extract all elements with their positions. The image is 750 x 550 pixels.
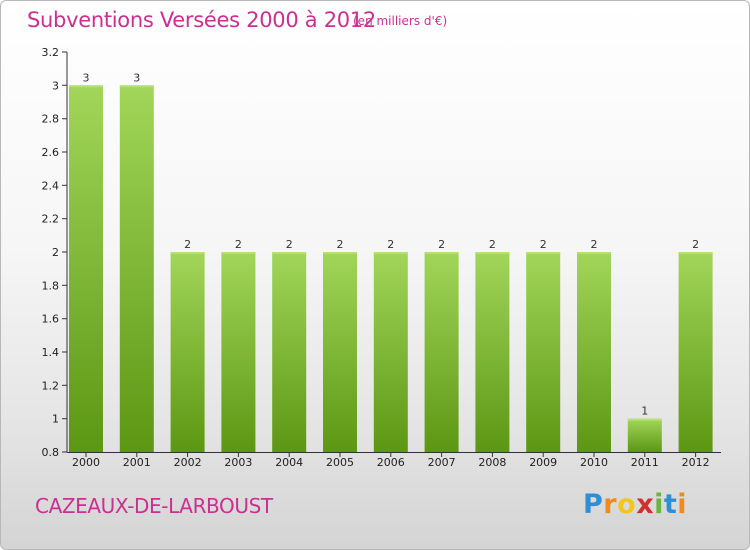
- x-tick-label-2002: 2002: [174, 456, 202, 469]
- y-tick-label: 1.2: [42, 379, 60, 392]
- data-label-2012: 2: [692, 238, 699, 251]
- y-tick-label: 3: [52, 79, 59, 92]
- x-tick-label-2009: 2009: [529, 456, 557, 469]
- y-tick-label: 3.2: [42, 46, 60, 59]
- bar-top-highlight: [577, 252, 611, 254]
- data-label-2008: 2: [489, 238, 496, 251]
- x-tick-label-2006: 2006: [377, 456, 405, 469]
- bar-2012: [678, 252, 713, 452]
- x-tick-label-2007: 2007: [428, 456, 456, 469]
- x-tick-label-2005: 2005: [326, 456, 354, 469]
- x-tick-label-2011: 2011: [631, 456, 659, 469]
- bar-top-highlight: [272, 252, 307, 254]
- y-tick-label: 1.8: [42, 279, 60, 292]
- bar-2007: [424, 252, 459, 452]
- logo-letter: i: [654, 489, 664, 520]
- data-label-2007: 2: [438, 238, 445, 251]
- bar-top-highlight: [475, 252, 510, 254]
- bar-2004: [272, 252, 307, 452]
- data-label-2011: 1: [641, 405, 648, 418]
- bar-2003: [221, 252, 256, 452]
- bar-top-highlight: [221, 252, 256, 254]
- x-tick-label-2008: 2008: [478, 456, 506, 469]
- bar-top-highlight: [69, 85, 103, 88]
- bar-2011: [627, 418, 662, 452]
- y-tick-label: 2.6: [42, 146, 60, 159]
- data-label-2001: 3: [133, 71, 140, 84]
- y-tick-label: 1: [52, 413, 59, 426]
- bar-2008: [475, 252, 510, 452]
- data-label-2010: 2: [591, 238, 598, 251]
- logo-letter: r: [603, 489, 618, 520]
- bar-2005: [323, 252, 357, 452]
- proxiti-logo[interactable]: Proxiti: [583, 489, 687, 520]
- data-label-2002: 2: [184, 238, 191, 251]
- y-tick-label: 1.4: [42, 346, 60, 359]
- bar-2002: [170, 252, 205, 452]
- x-tick-label-2000: 2000: [72, 456, 100, 469]
- bar-2000: [69, 85, 103, 453]
- logo-letter: i: [677, 489, 688, 520]
- bar-2006: [373, 252, 408, 452]
- x-tick-label-2003: 2003: [224, 456, 252, 469]
- logo-letter: P: [583, 489, 604, 520]
- chart-unit-note: (en milliers d'€): [353, 14, 448, 28]
- data-label-2004: 2: [286, 238, 293, 251]
- data-label-2005: 2: [337, 238, 344, 251]
- bar-top-highlight: [678, 252, 713, 254]
- bar-top-highlight: [526, 252, 561, 254]
- x-tick-label-2010: 2010: [580, 456, 608, 469]
- data-label-2009: 2: [540, 238, 547, 251]
- y-tick-label: 0.8: [42, 446, 60, 459]
- y-tick-label: 2.2: [42, 213, 60, 226]
- data-label-2003: 2: [235, 238, 242, 251]
- bar-top-highlight: [323, 252, 357, 254]
- bar-top-highlight: [424, 252, 459, 254]
- y-tick-label: 2.8: [42, 113, 60, 126]
- bar-top-highlight: [170, 252, 205, 254]
- bar-2010: [577, 252, 611, 452]
- y-tick-label: 2.4: [42, 179, 60, 192]
- logo-letter: x: [636, 489, 655, 520]
- bar-top-highlight: [119, 85, 154, 88]
- chart-title: Subventions Versées 2000 à 2012: [27, 8, 376, 32]
- data-label-2006: 2: [387, 238, 394, 251]
- bar-2009: [526, 252, 561, 452]
- commune-name: CAZEAUX-DE-LARBOUST: [35, 494, 273, 518]
- bar-top-highlight: [373, 252, 408, 254]
- logo-letter: t: [663, 489, 678, 520]
- logo-letter: o: [617, 489, 637, 520]
- x-tick-label-2001: 2001: [123, 456, 151, 469]
- bar-top-highlight: [627, 418, 662, 421]
- x-tick-label-2004: 2004: [275, 456, 303, 469]
- x-tick-label-2012: 2012: [682, 456, 710, 469]
- y-tick-label: 2: [52, 246, 59, 259]
- data-label-2000: 3: [83, 71, 90, 84]
- y-tick-label: 1.6: [42, 313, 60, 326]
- bar-2001: [119, 85, 154, 453]
